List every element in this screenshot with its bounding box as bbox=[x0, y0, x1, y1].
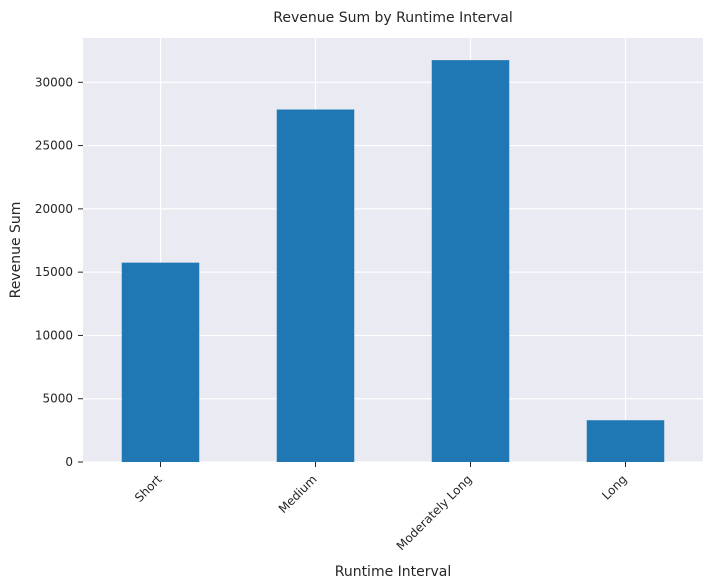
bar-moderately-long bbox=[431, 60, 510, 462]
bar-medium bbox=[276, 109, 355, 463]
y-tick-label: 30000 bbox=[35, 75, 73, 89]
y-tick-layer: 0 5000 10000 15000 20000 25000 30000 bbox=[35, 75, 83, 469]
x-tick-label: Long bbox=[599, 472, 629, 502]
x-tick-label: Moderately Long bbox=[394, 472, 475, 553]
y-tick-label: 5000 bbox=[42, 392, 73, 406]
x-axis-label: Runtime Interval bbox=[335, 564, 452, 580]
bar-short bbox=[121, 262, 200, 462]
x-tick-label: Short bbox=[132, 472, 165, 505]
y-tick-label: 0 bbox=[65, 455, 73, 469]
y-tick-label: 15000 bbox=[35, 265, 73, 279]
bars-layer bbox=[121, 60, 665, 463]
x-tick-label: Medium bbox=[276, 472, 320, 516]
y-tick-label: 20000 bbox=[35, 202, 73, 216]
chart-title: Revenue Sum by Runtime Interval bbox=[273, 10, 512, 26]
y-tick-label: 25000 bbox=[35, 139, 73, 153]
y-tick-label: 10000 bbox=[35, 328, 73, 342]
y-axis-label: Revenue Sum bbox=[8, 202, 24, 299]
x-tick-layer: Short Medium Moderately Long Long bbox=[132, 462, 630, 553]
bar-long bbox=[586, 420, 665, 462]
